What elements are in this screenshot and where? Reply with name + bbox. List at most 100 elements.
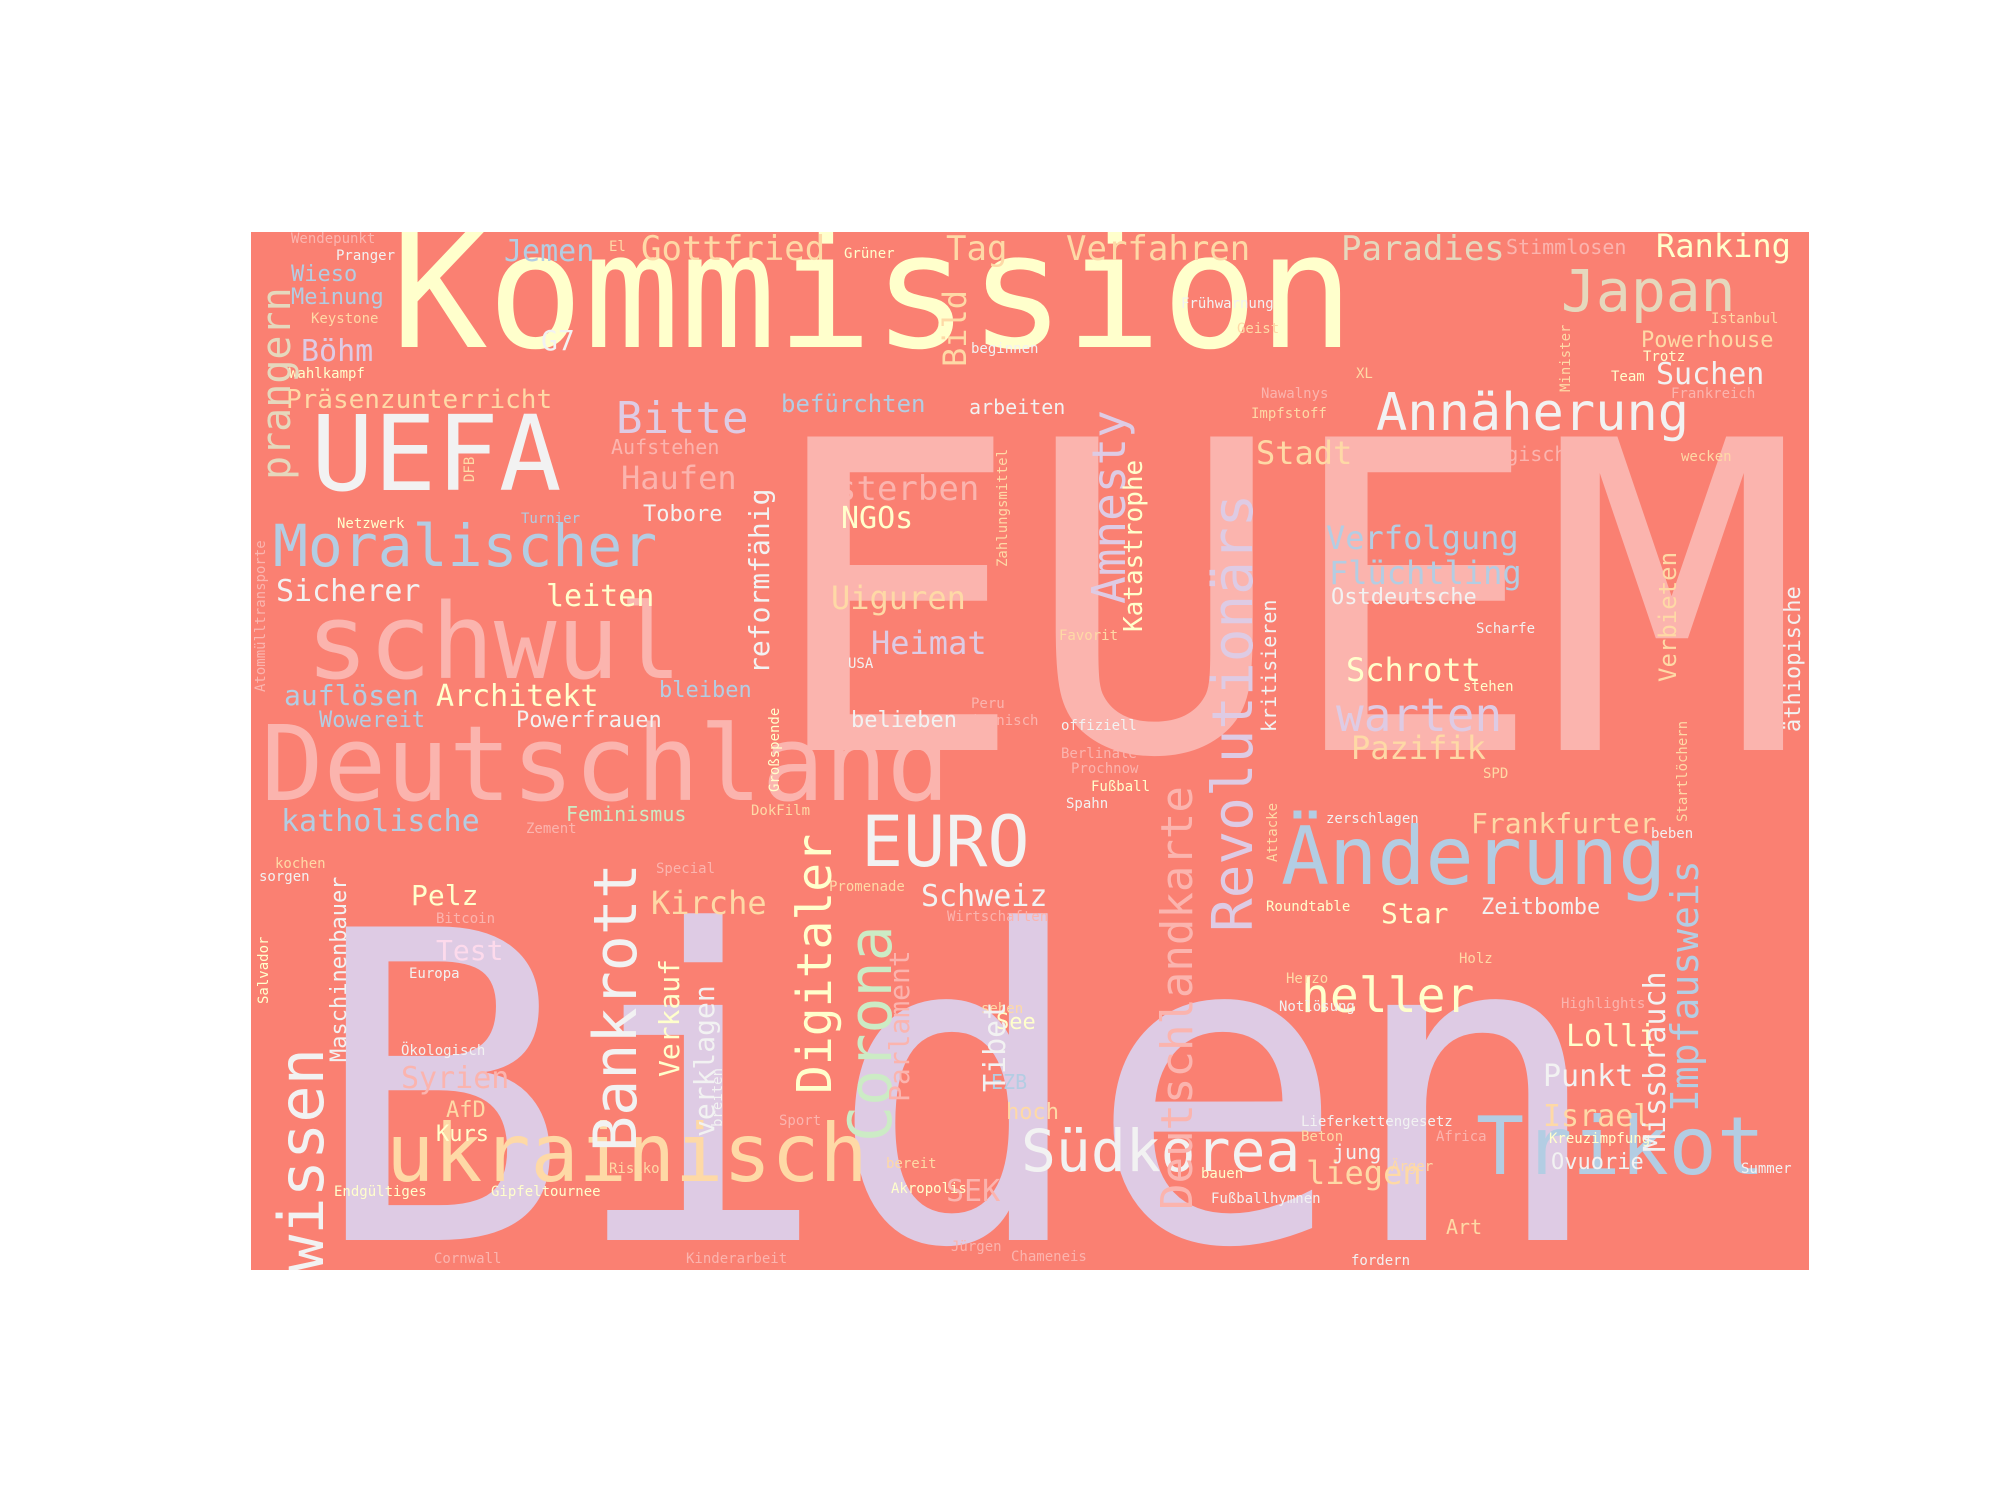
word-deutschland: Deutschland bbox=[261, 703, 950, 825]
word-meinung: Meinung bbox=[291, 285, 384, 310]
word-startlöchern: Startlöchern bbox=[1675, 720, 1691, 822]
word-gottfried: Gottfried bbox=[641, 232, 826, 269]
word-sport: Sport bbox=[779, 1113, 822, 1129]
word-punkt: Punkt bbox=[1543, 1059, 1634, 1094]
word-favorit: Favorit bbox=[1059, 628, 1119, 644]
word-iranisch: iranisch bbox=[971, 713, 1039, 729]
word-frankfurter: Frankfurter bbox=[1471, 807, 1657, 840]
word-digitaler: Digitaler bbox=[787, 833, 843, 1094]
word-atommülltransporte: Atommülltransporte bbox=[253, 540, 269, 692]
word-deutschlandkarte: Deutschlandkarte bbox=[1152, 786, 1203, 1210]
word-akropolis: Akropolis bbox=[891, 1181, 967, 1197]
word-auflösen: auflösen bbox=[284, 679, 419, 712]
word-highlights: Highlights bbox=[1561, 996, 1646, 1012]
word-bitte: Bitte bbox=[616, 393, 749, 444]
word-zeitbombe: Zeitbombe bbox=[1481, 895, 1601, 920]
word-schwul: schwul bbox=[306, 581, 682, 703]
word-summer: Summer bbox=[1741, 1161, 1792, 1177]
word-wecken: wecken bbox=[1681, 449, 1732, 465]
word-kommission: Kommission bbox=[391, 232, 1355, 385]
word-äthiopische: äthiopische bbox=[1781, 586, 1806, 732]
word-moralischer: Moralischer bbox=[273, 512, 658, 580]
word-ranking: Ranking bbox=[1656, 232, 1791, 265]
word-star: Star bbox=[1381, 897, 1449, 930]
word-ostdeutsche: Ostdeutsche bbox=[1331, 585, 1477, 610]
word-paradies: Paradies bbox=[1341, 232, 1505, 269]
word-jemen: Jemen bbox=[504, 234, 595, 269]
word-kochen: kochen bbox=[275, 856, 326, 872]
word-arbeiten: arbeiten bbox=[969, 395, 1066, 419]
word-aufstehen: Aufstehen bbox=[611, 435, 720, 459]
word-biden: Biden bbox=[311, 842, 1606, 1270]
word-frankreich: Frankreich bbox=[1671, 386, 1756, 402]
word-stadt: Stadt bbox=[1256, 434, 1353, 472]
word-geist: Geist bbox=[1237, 321, 1280, 337]
word-usa: USA bbox=[848, 656, 874, 672]
word-endgültiges: Endgültiges bbox=[334, 1184, 427, 1200]
word-powerfrauen: Powerfrauen bbox=[516, 708, 662, 733]
word-istanbul: Istanbul bbox=[1711, 311, 1779, 327]
word-promenade: Promenade bbox=[829, 879, 905, 895]
word-böhm: Böhm bbox=[301, 334, 374, 369]
word-euem: EUEM bbox=[766, 352, 1802, 852]
word-netzwerk: Netzwerk bbox=[337, 516, 405, 532]
word-suchen: Suchen bbox=[1656, 357, 1765, 392]
word-israel: Israel bbox=[1543, 1099, 1652, 1134]
word-katholische: katholische bbox=[281, 804, 480, 839]
word-haufen: Haufen bbox=[621, 459, 737, 497]
word-minister: Minister bbox=[1558, 324, 1574, 392]
word-fordern: fordern bbox=[1351, 1253, 1411, 1269]
word-ngos: NGOs bbox=[841, 501, 914, 536]
word-sorgen: sorgen bbox=[259, 869, 310, 885]
word-xl: XL bbox=[1356, 366, 1373, 382]
word-bleiben: bleiben bbox=[659, 678, 752, 703]
word-beton: Beton bbox=[1301, 1129, 1344, 1145]
word-attacke: Attacke bbox=[1265, 802, 1281, 862]
word-europa: Europa bbox=[409, 966, 460, 982]
word-ärger: Ärger bbox=[1391, 1159, 1434, 1175]
word-sek: SEK bbox=[946, 1174, 1001, 1209]
word-pranger: Pranger bbox=[336, 248, 396, 264]
word-großspende: Großspende bbox=[767, 707, 783, 792]
word-salvador: Salvador bbox=[256, 936, 272, 1004]
word-bild: Bild bbox=[936, 289, 974, 367]
word-architekt: Architekt bbox=[436, 679, 599, 714]
word-liegen: liegen bbox=[1306, 1154, 1422, 1192]
word-bauen: bauen bbox=[1201, 1166, 1244, 1182]
word-wowereit: Wowereit bbox=[319, 708, 425, 733]
word-jung: jung bbox=[1333, 1140, 1382, 1164]
word-belieben: belieben bbox=[851, 708, 957, 733]
word-kurs: Kurs bbox=[436, 1122, 489, 1147]
word-bitcoin: Bitcoin bbox=[436, 911, 496, 927]
word-spd: SPD bbox=[1483, 766, 1509, 782]
word-fußballhymnen: Fußballhymnen bbox=[1211, 1191, 1321, 1207]
word-nawalnys: Nawalnys bbox=[1261, 386, 1329, 402]
word-keystone: Keystone bbox=[311, 311, 379, 327]
word-ukrainisch: ukrainisch bbox=[386, 1107, 868, 1200]
word-ovuorie: Ovuorie bbox=[1551, 1150, 1644, 1175]
word-missbrauch: Missbrauch bbox=[1638, 971, 1673, 1152]
word-bankrott: Bankrott bbox=[581, 863, 651, 1152]
word-uefa: UEFA bbox=[311, 393, 562, 515]
word-powerhouse: Powerhouse bbox=[1641, 328, 1774, 353]
word-afd: AfD bbox=[446, 1098, 486, 1123]
word-special: Special bbox=[656, 861, 716, 877]
word-wahlkampf: Wahlkampf bbox=[289, 366, 365, 382]
word-ezb: EZB bbox=[991, 1070, 1028, 1094]
word-pazifik: Pazifik bbox=[1351, 729, 1486, 767]
word-schrott: Schrott bbox=[1346, 651, 1481, 689]
word-tobore: Tobore bbox=[643, 502, 723, 527]
word-südkorea: Südkorea bbox=[1021, 1117, 1301, 1185]
word-kritisieren: kritisieren bbox=[1257, 599, 1281, 732]
word-cloud: Biden EUEM Kommission Deutschland schwul UEFA… bbox=[251, 232, 1809, 1270]
word-tibet: Tibet bbox=[978, 1001, 1013, 1092]
word-gipfeltournee: Gipfeltournee bbox=[491, 1184, 601, 1200]
word-parlament: Parlament bbox=[883, 950, 916, 1102]
word-team: Team bbox=[1611, 369, 1645, 385]
word-trotz: Trotz bbox=[1643, 349, 1686, 365]
word-sterben: sterben bbox=[836, 469, 980, 509]
word-grüner: Grüner bbox=[844, 246, 895, 262]
word-uiguren: Uiguren bbox=[831, 579, 966, 617]
word-turnier: Turnier bbox=[521, 511, 581, 527]
word-revolutionärs: Revolutionärs bbox=[1201, 493, 1266, 932]
